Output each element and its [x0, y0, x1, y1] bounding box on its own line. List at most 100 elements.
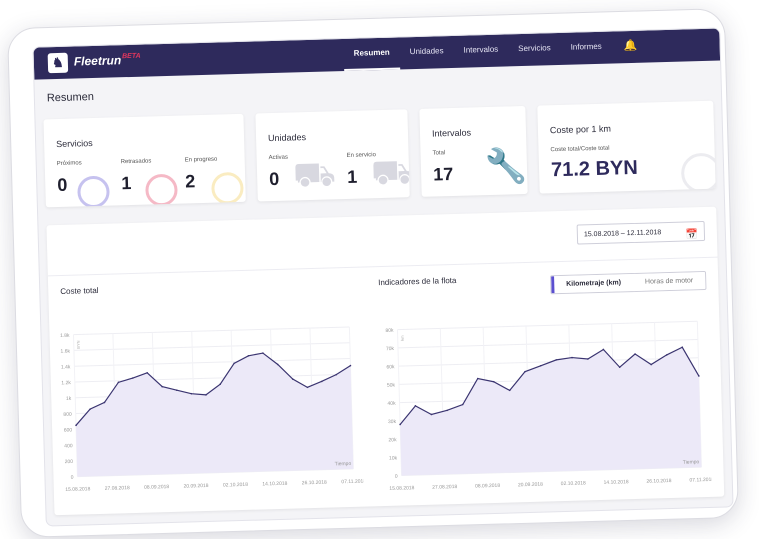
card-coste[interactable]: Coste por 1 km Coste total/Coste total 7… [537, 100, 716, 194]
x-tick-label: 27.08.2018 [432, 484, 457, 491]
metric-value: 0 [268, 168, 280, 190]
main-nav: Resumen Unidades Intervalos Servicios In… [343, 31, 638, 72]
metric-label: Total [432, 150, 446, 157]
grid-line-vertical [72, 334, 78, 477]
data-point [219, 383, 221, 386]
toggle-kilometraje[interactable]: Kilometraje (km) [550, 274, 634, 294]
bell-icon[interactable]: 🔔 [623, 39, 638, 53]
y-tick-label: 1.6k [60, 349, 70, 355]
metric-activas: Activas 0 [269, 155, 289, 191]
y-tick-label: 200 [65, 459, 74, 465]
nav-tab-intervalos[interactable]: Intervalos [463, 44, 499, 55]
data-point [146, 372, 149, 374]
card-intervalos[interactable]: Intervalos Total 17 🔧 [419, 105, 528, 197]
x-axis-label: Tiempo [683, 459, 700, 465]
y-tick-label: 1k [66, 396, 72, 402]
data-point [276, 363, 279, 366]
y-tick-label: 30k [388, 419, 397, 425]
x-tick-label: 07.11.2018 [341, 479, 364, 486]
nav-tab-unidades[interactable]: Unidades [409, 46, 444, 57]
nav-tab-informes[interactable]: Informes [570, 41, 602, 52]
x-tick-label: 02.10.2018 [223, 482, 248, 489]
data-point [698, 375, 700, 377]
grid-line [397, 338, 698, 349]
x-tick-label: 07.11.2018 [689, 477, 712, 484]
data-point [349, 364, 352, 367]
data-point [291, 378, 294, 380]
data-point [634, 353, 636, 355]
x-tick-label: 14.10.2018 [262, 481, 287, 488]
nav-tab-resumen[interactable]: Resumen [343, 37, 401, 72]
data-point [75, 424, 77, 427]
data-point [414, 404, 417, 407]
x-tick-label: 15.08.2018 [389, 485, 414, 492]
series-line [75, 352, 351, 426]
y-tick-label: 40k [387, 401, 396, 407]
nav-tab-servicios[interactable]: Servicios [518, 43, 551, 54]
y-tick-label: 70k [386, 346, 395, 352]
grid-line [73, 326, 350, 336]
data-point [587, 358, 589, 360]
data-point [446, 409, 448, 412]
y-axis-label: BYN [76, 340, 81, 348]
arrow-circle-icon [77, 175, 110, 208]
y-tick-label: 0 [395, 474, 398, 480]
data-point [247, 355, 250, 357]
data-point [524, 370, 526, 373]
data-point [335, 373, 337, 376]
card-title-servicios: Servicios [56, 138, 93, 150]
metric-label: Próximos [56, 160, 82, 168]
data-point [205, 394, 207, 396]
x-tick-label: 15.08.2018 [65, 486, 90, 493]
currency-icon [680, 152, 716, 194]
data-point [650, 363, 652, 366]
y-tick-label: 400 [64, 443, 73, 449]
data-point [665, 354, 668, 356]
y-tick-label: 60k [386, 364, 395, 370]
truck-service-icon: ⛟ [370, 153, 410, 193]
series-area [400, 347, 702, 476]
y-tick-label: 50k [387, 382, 396, 388]
data-point [539, 364, 542, 367]
beta-badge: BETA [121, 52, 141, 61]
x-tick-label: 26.10.2018 [646, 478, 671, 485]
data-point [103, 401, 106, 404]
metric-value: 17 [432, 164, 454, 185]
alert-circle-icon [145, 173, 178, 207]
card-unidades[interactable]: Unidades Activas 0 ⛟ En servicio 1 ⛟ [255, 109, 410, 202]
data-point [477, 377, 479, 380]
x-axis-label: Tiempo [335, 461, 352, 467]
data-point [89, 408, 91, 410]
metric-toggle: Kilometraje (km) Horas de motor [549, 270, 707, 295]
y-tick-label: 10k [389, 455, 398, 461]
data-point [306, 386, 309, 389]
chart-title-flota: Indicadores de la flota [378, 275, 457, 288]
x-tick-label: 20.09.2018 [183, 483, 208, 490]
x-tick-label: 20.09.2018 [518, 482, 543, 489]
card-servicios[interactable]: Servicios Próximos 0 Retrasados 1 En pro… [43, 113, 246, 208]
date-range-value: 15.08.2018 – 12.11.2018 [583, 229, 662, 239]
data-point [571, 356, 573, 359]
metric-label: Retrasados [120, 158, 152, 166]
card-title-coste: Coste por 1 km [549, 123, 612, 136]
clock-icon [211, 171, 244, 205]
calendar-icon[interactable]: 📅 [685, 229, 699, 241]
grid-line [73, 342, 350, 351]
card-title-unidades: Unidades [267, 132, 307, 144]
data-point [555, 359, 558, 361]
metric-label: Coste total/Coste total [550, 145, 610, 154]
data-point [132, 377, 134, 379]
chart-indicadores-flota: 0 10k 20k 30k 40k 50k 60k 70k 80k 15.08.2018 27.08… [385, 320, 712, 492]
metric-total: Total 17 [432, 150, 453, 186]
data-point [461, 403, 464, 406]
data-point [321, 380, 323, 383]
series-area [76, 353, 354, 477]
toggle-horas-motor[interactable]: Horas de motor [632, 272, 706, 292]
fleetrun-logo-icon[interactable]: ♞ [47, 52, 69, 74]
date-range-picker[interactable]: 15.08.2018 – 12.11.2018 📅 [576, 220, 706, 245]
summary-cards: Servicios Próximos 0 Retrasados 1 En pro… [43, 100, 716, 220]
data-point [508, 389, 511, 392]
x-tick-label: 02.10.2018 [561, 480, 586, 487]
y-tick-label: 800 [63, 412, 72, 418]
x-tick-label: 27.08.2018 [105, 485, 130, 492]
